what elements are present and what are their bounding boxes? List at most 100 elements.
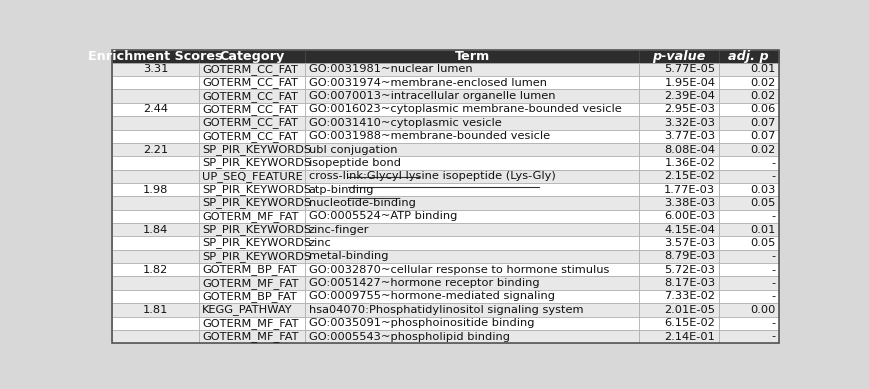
Text: -: - (772, 318, 775, 328)
Text: 1.84: 1.84 (143, 225, 168, 235)
FancyBboxPatch shape (305, 156, 639, 170)
FancyBboxPatch shape (305, 263, 639, 277)
Text: p-value: p-value (652, 50, 706, 63)
FancyBboxPatch shape (112, 183, 199, 196)
FancyBboxPatch shape (305, 183, 639, 196)
FancyBboxPatch shape (719, 50, 779, 63)
Text: GOTERM_MF_FAT: GOTERM_MF_FAT (202, 318, 299, 329)
Text: 2.44: 2.44 (143, 105, 168, 114)
Text: 0.07: 0.07 (750, 118, 775, 128)
Text: 3.77E-03: 3.77E-03 (664, 131, 715, 141)
Text: 4.15E-04: 4.15E-04 (665, 225, 715, 235)
FancyBboxPatch shape (639, 50, 719, 63)
Text: nucleotide-binding: nucleotide-binding (308, 198, 415, 208)
Text: KEGG_PATHWAY: KEGG_PATHWAY (202, 304, 293, 315)
FancyBboxPatch shape (112, 330, 199, 343)
FancyBboxPatch shape (305, 50, 639, 63)
FancyBboxPatch shape (199, 303, 305, 317)
FancyBboxPatch shape (639, 303, 719, 317)
Text: ubl conjugation: ubl conjugation (308, 145, 397, 154)
Text: GO:0031988~membrane-bounded vesicle: GO:0031988~membrane-bounded vesicle (308, 131, 550, 141)
FancyBboxPatch shape (112, 170, 199, 183)
FancyBboxPatch shape (305, 76, 639, 89)
FancyBboxPatch shape (719, 317, 779, 330)
FancyBboxPatch shape (305, 317, 639, 330)
FancyBboxPatch shape (199, 50, 305, 63)
FancyBboxPatch shape (639, 250, 719, 263)
Text: GOTERM_MF_FAT: GOTERM_MF_FAT (202, 278, 299, 289)
FancyBboxPatch shape (305, 330, 639, 343)
Text: GO:0031981~nuclear lumen: GO:0031981~nuclear lumen (308, 65, 473, 74)
Text: 6.15E-02: 6.15E-02 (665, 318, 715, 328)
Text: zinc: zinc (308, 238, 331, 248)
FancyBboxPatch shape (719, 156, 779, 170)
Text: GOTERM_CC_FAT: GOTERM_CC_FAT (202, 104, 298, 115)
Text: SP_PIR_KEYWORDS: SP_PIR_KEYWORDS (202, 224, 311, 235)
Text: -: - (772, 291, 775, 301)
Text: 2.01E-05: 2.01E-05 (665, 305, 715, 315)
Text: GO:0016023~cytoplasmic membrane-bounded vesicle: GO:0016023~cytoplasmic membrane-bounded … (308, 105, 621, 114)
Text: GO:0009755~hormone-mediated signaling: GO:0009755~hormone-mediated signaling (308, 291, 554, 301)
FancyBboxPatch shape (639, 223, 719, 237)
FancyBboxPatch shape (112, 89, 199, 103)
Text: 3.32E-03: 3.32E-03 (665, 118, 715, 128)
FancyBboxPatch shape (719, 63, 779, 76)
Text: metal-binding: metal-binding (308, 251, 388, 261)
FancyBboxPatch shape (719, 250, 779, 263)
Text: 8.79E-03: 8.79E-03 (664, 251, 715, 261)
FancyBboxPatch shape (719, 303, 779, 317)
Text: SP_PIR_KEYWORDS: SP_PIR_KEYWORDS (202, 184, 311, 195)
Text: GOTERM_BP_FAT: GOTERM_BP_FAT (202, 264, 297, 275)
Text: SP_PIR_KEYWORDS: SP_PIR_KEYWORDS (202, 158, 311, 168)
FancyBboxPatch shape (112, 196, 199, 210)
FancyBboxPatch shape (112, 250, 199, 263)
Text: 1.77E-03: 1.77E-03 (664, 185, 715, 194)
FancyBboxPatch shape (199, 237, 305, 250)
Text: GO:0032870~cellular response to hormone stimulus: GO:0032870~cellular response to hormone … (308, 265, 609, 275)
Text: 3.38E-03: 3.38E-03 (664, 198, 715, 208)
FancyBboxPatch shape (719, 116, 779, 130)
Text: GO:0035091~phosphoinositide binding: GO:0035091~phosphoinositide binding (308, 318, 534, 328)
FancyBboxPatch shape (719, 103, 779, 116)
FancyBboxPatch shape (112, 237, 199, 250)
FancyBboxPatch shape (719, 89, 779, 103)
FancyBboxPatch shape (305, 116, 639, 130)
Text: GOTERM_CC_FAT: GOTERM_CC_FAT (202, 131, 298, 142)
Text: 1.36E-02: 1.36E-02 (665, 158, 715, 168)
FancyBboxPatch shape (199, 317, 305, 330)
FancyBboxPatch shape (719, 170, 779, 183)
FancyBboxPatch shape (719, 263, 779, 277)
FancyBboxPatch shape (639, 143, 719, 156)
FancyBboxPatch shape (199, 130, 305, 143)
FancyBboxPatch shape (199, 223, 305, 237)
Text: 1.81: 1.81 (143, 305, 168, 315)
FancyBboxPatch shape (639, 156, 719, 170)
FancyBboxPatch shape (639, 103, 719, 116)
FancyBboxPatch shape (112, 156, 199, 170)
FancyBboxPatch shape (112, 277, 199, 290)
Text: 0.01: 0.01 (750, 65, 775, 74)
Text: 0.07: 0.07 (750, 131, 775, 141)
Text: Term: Term (454, 50, 489, 63)
FancyBboxPatch shape (719, 277, 779, 290)
FancyBboxPatch shape (639, 89, 719, 103)
FancyBboxPatch shape (112, 263, 199, 277)
FancyBboxPatch shape (719, 196, 779, 210)
FancyBboxPatch shape (112, 143, 199, 156)
Text: zinc-finger: zinc-finger (308, 225, 369, 235)
Text: 8.08E-04: 8.08E-04 (665, 145, 715, 154)
FancyBboxPatch shape (639, 317, 719, 330)
Text: 3.57E-03: 3.57E-03 (664, 238, 715, 248)
Text: -: - (772, 171, 775, 181)
Text: GOTERM_BP_FAT: GOTERM_BP_FAT (202, 291, 297, 302)
FancyBboxPatch shape (639, 116, 719, 130)
Text: GOTERM_CC_FAT: GOTERM_CC_FAT (202, 77, 298, 88)
FancyBboxPatch shape (639, 237, 719, 250)
FancyBboxPatch shape (719, 223, 779, 237)
Text: 2.39E-04: 2.39E-04 (665, 91, 715, 101)
Text: 6.00E-03: 6.00E-03 (665, 211, 715, 221)
Text: -: - (772, 331, 775, 342)
Text: isopeptide bond: isopeptide bond (308, 158, 401, 168)
FancyBboxPatch shape (112, 290, 199, 303)
FancyBboxPatch shape (199, 196, 305, 210)
